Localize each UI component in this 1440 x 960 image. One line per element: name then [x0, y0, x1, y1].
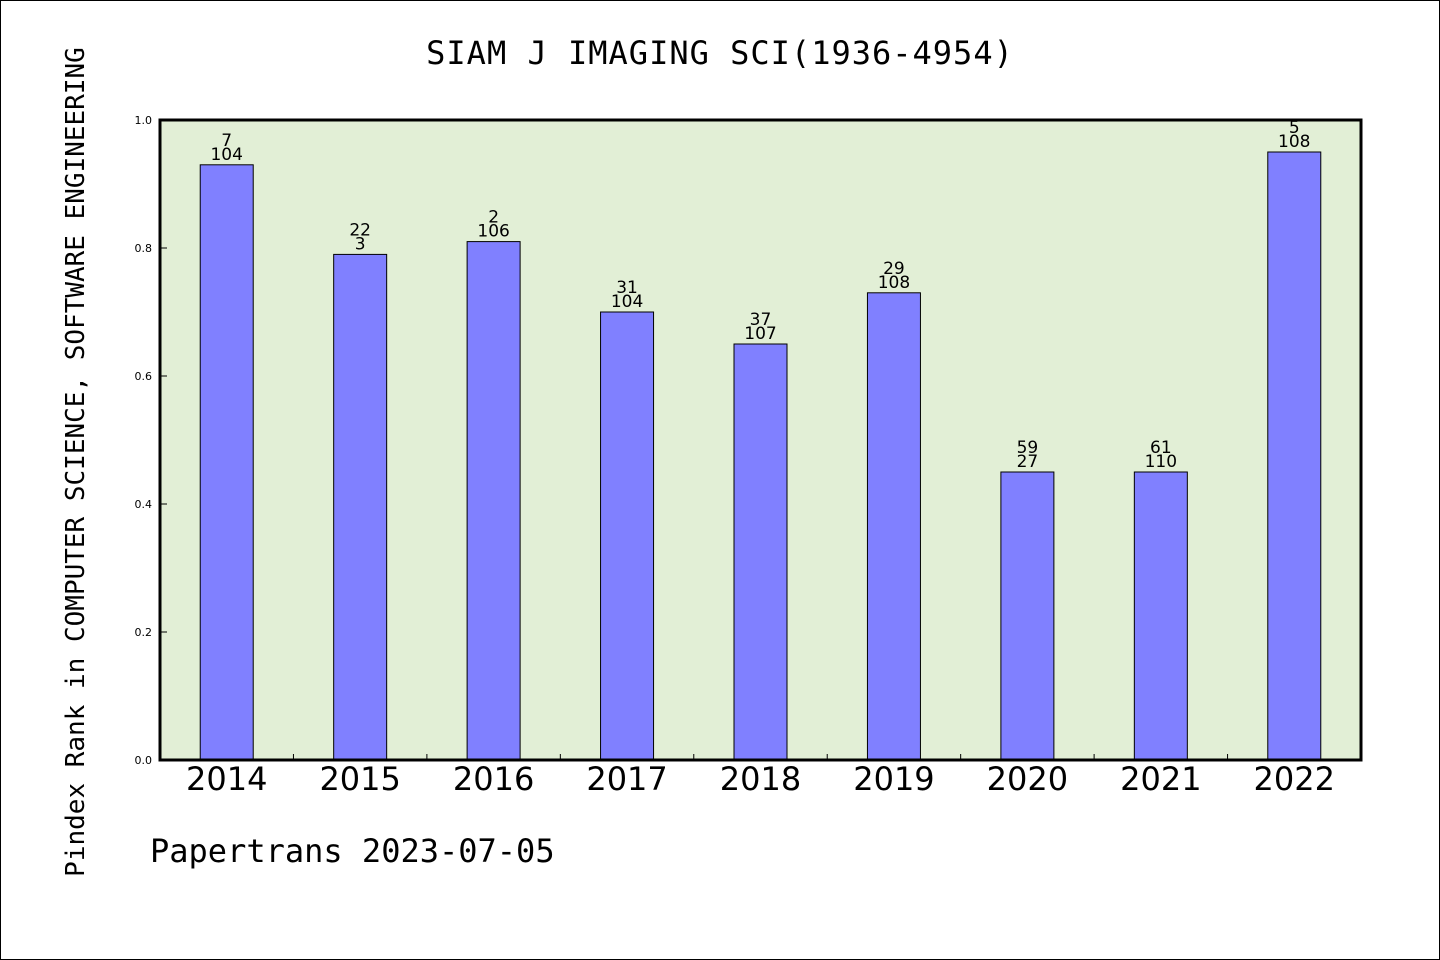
bar-label-top: 7	[221, 131, 232, 151]
y-tick-label: 0.0	[135, 754, 153, 767]
bar-label-bottom: 104	[210, 145, 242, 165]
bar-label-top: 59	[1017, 438, 1039, 458]
x-tick-label: 2021	[1120, 760, 1201, 798]
y-tick-label: 0.4	[135, 498, 153, 511]
bar-2020	[1000, 471, 1055, 761]
bar-label-top: 29	[883, 259, 905, 279]
bar-2014	[199, 164, 254, 761]
bar-label-bottom: 108	[878, 273, 910, 293]
bar-label-bottom: 104	[611, 292, 643, 312]
y-tick-label: 0.8	[135, 242, 153, 255]
y-tick-label: 0.2	[135, 626, 153, 639]
x-tick-label: 2015	[319, 760, 400, 798]
bar-label-top: 31	[616, 278, 638, 298]
bar-label-top: 5	[1289, 118, 1300, 138]
x-tick-label: 2016	[453, 760, 534, 798]
bar-2019	[866, 292, 921, 761]
bar-2017	[600, 311, 655, 761]
bar-2015	[333, 253, 388, 761]
bar-label-bottom: 106	[477, 222, 509, 242]
x-tick-label: 2022	[1254, 760, 1335, 798]
x-tick-label: 2020	[987, 760, 1068, 798]
x-tick-label: 2019	[853, 760, 934, 798]
chart-title: SIAM J IMAGING SCI(1936-4954)	[426, 34, 1014, 72]
x-tick-label: 2014	[186, 760, 267, 798]
bar-2018	[733, 343, 788, 761]
y-tick-label: 0.6	[135, 370, 153, 383]
y-tick-label: 1.0	[135, 114, 153, 127]
bar-label-bottom: 27	[1017, 452, 1039, 472]
bar-label-top: 22	[349, 220, 371, 240]
bar-label-top: 2	[488, 208, 499, 228]
plot-border	[158, 118, 1363, 762]
bar-2022	[1267, 151, 1322, 761]
bar-label-top: 37	[750, 310, 772, 330]
footer-credit: Papertrans 2023-07-05	[150, 832, 555, 870]
bar-2016	[466, 241, 521, 761]
bar-label-bottom: 108	[1278, 132, 1310, 152]
bar-label-bottom: 107	[744, 324, 776, 344]
x-tick-label: 2018	[720, 760, 801, 798]
bar-label-bottom: 3	[355, 234, 366, 254]
bar-label-top: 61	[1150, 438, 1172, 458]
bar-label-bottom: 110	[1145, 452, 1177, 472]
bar-2021	[1133, 471, 1188, 761]
x-tick-label: 2017	[586, 760, 667, 798]
